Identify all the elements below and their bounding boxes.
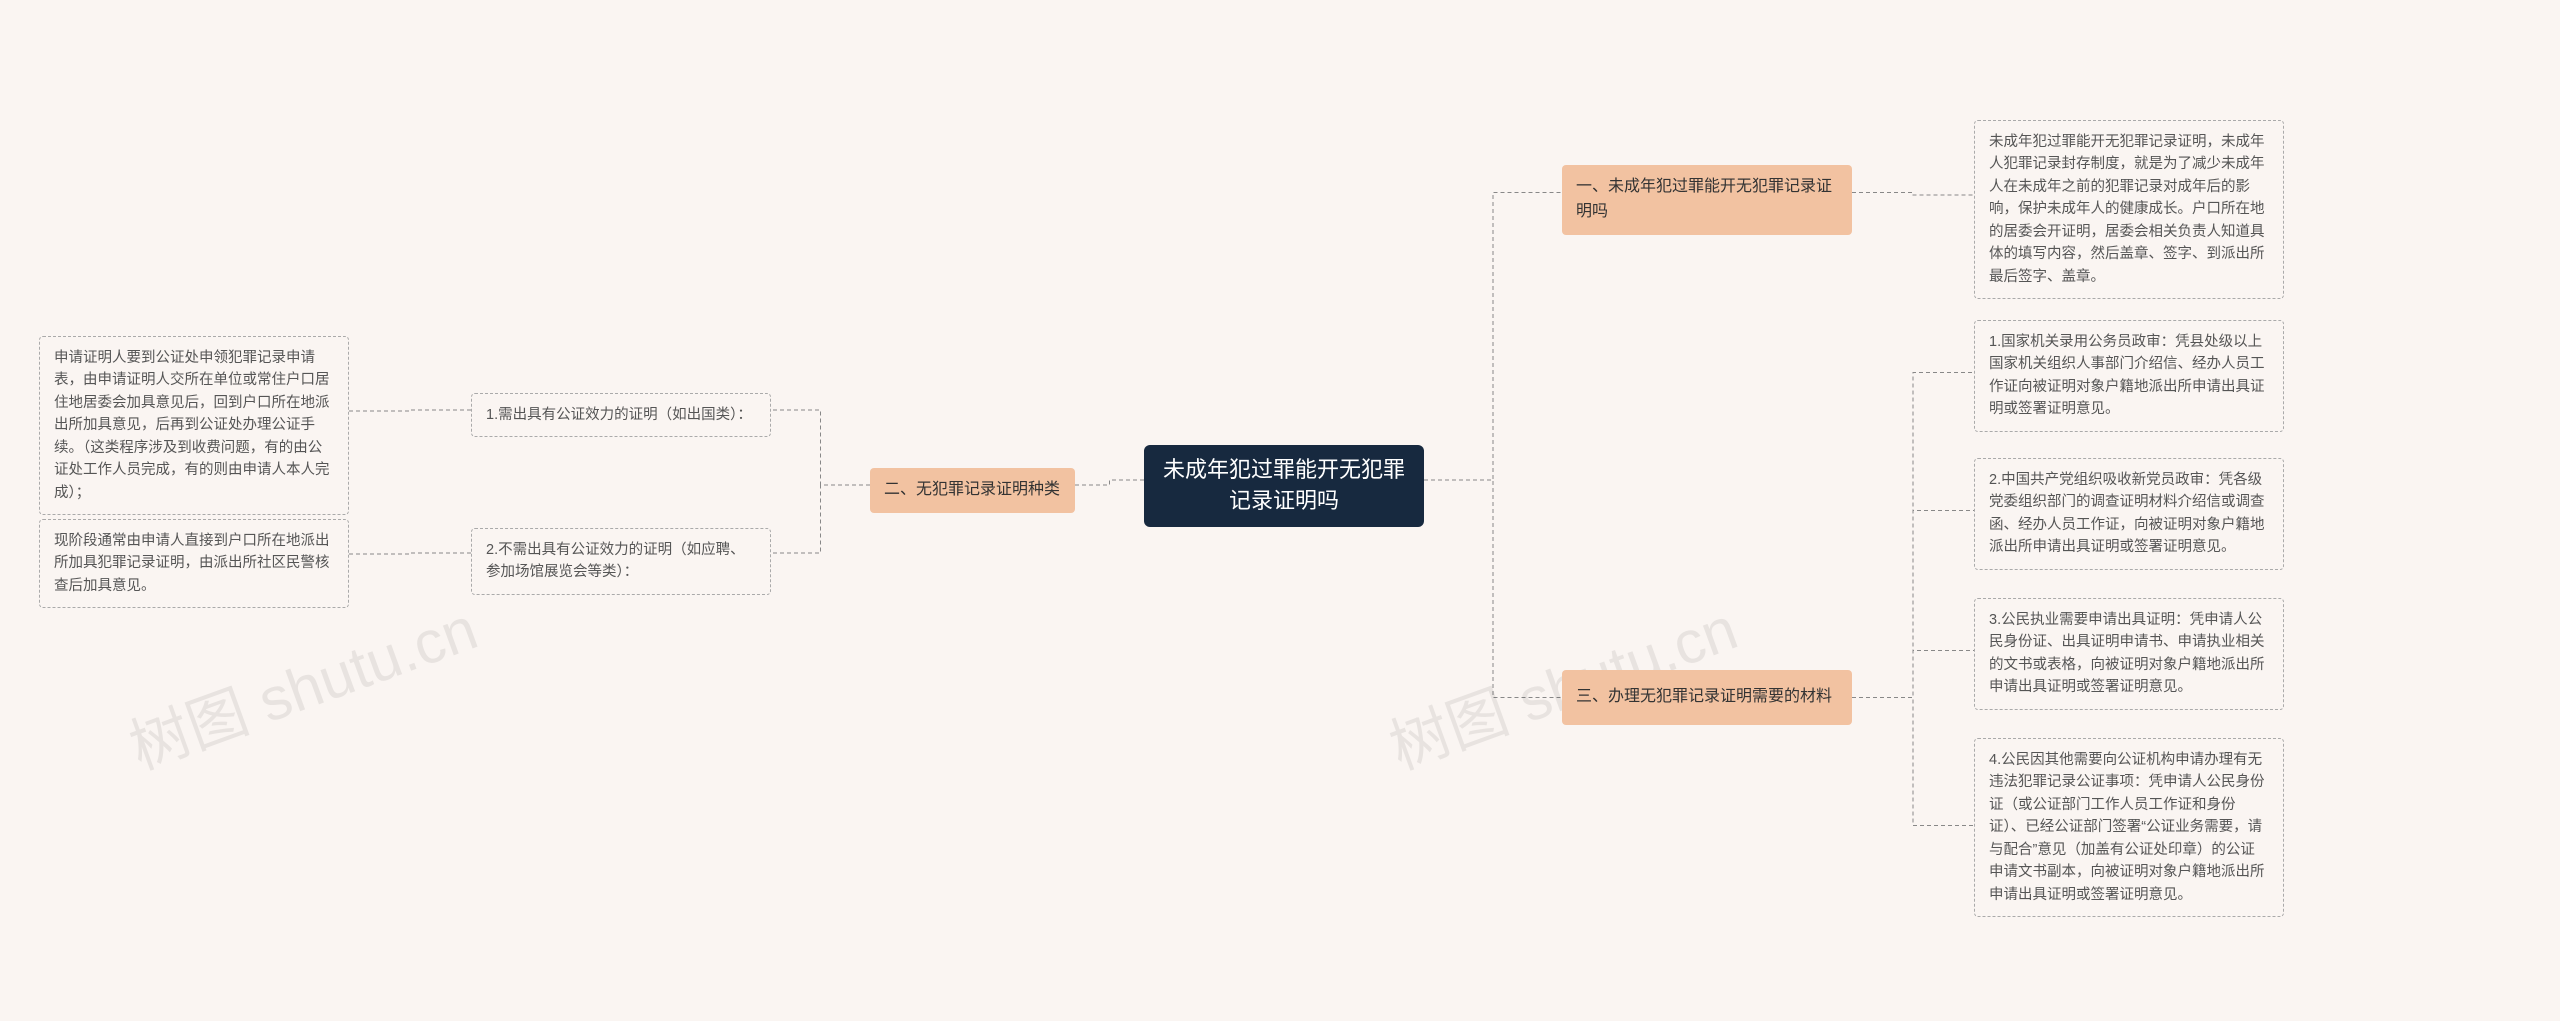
watermark-0: 树图 shutu.cn <box>116 580 487 786</box>
branch-b1: 一、未成年犯过罪能开无犯罪记录证明吗 <box>1562 165 1852 235</box>
leaf-b2l1c1: 申请证明人要到公证处申领犯罪记录申请表，由申请证明人交所在单位或常住户口居住地居… <box>39 336 349 515</box>
leaf-b2l2c1: 现阶段通常由申请人直接到户口所在地派出所加具犯罪记录证明，由派出所社区民警核查后… <box>39 519 349 608</box>
leaf-b3l4: 4.公民因其他需要向公证机构申请办理有无违法犯罪记录公证事项：凭申请人公民身份证… <box>1974 738 2284 917</box>
center-node: 未成年犯过罪能开无犯罪记录证明吗 <box>1144 445 1424 527</box>
leaf-b3l2: 2.中国共产党组织吸收新党员政审：凭各级党委组织部门的调查证明材料介绍信或调查函… <box>1974 458 2284 570</box>
leaf-b3l3: 3.公民执业需要申请出具证明：凭申请人公民身份证、出具证明申请书、申请执业相关的… <box>1974 598 2284 710</box>
leaf-b3l1: 1.国家机关录用公务员政审：凭县处级以上国家机关组织人事部门介绍信、经办人员工作… <box>1974 320 2284 432</box>
branch-b3: 三、办理无犯罪记录证明需要的材料 <box>1562 670 1852 725</box>
leaf-b2l2: 2.不需出具有公证效力的证明（如应聘、参加场馆展览会等类）： <box>471 528 771 595</box>
leaf-b2l1: 1.需出具有公证效力的证明（如出国类）： <box>471 393 771 437</box>
leaf-b1l1: 未成年犯过罪能开无犯罪记录证明，未成年人犯罪记录封存制度，就是为了减少未成年人在… <box>1974 120 2284 299</box>
branch-b2: 二、无犯罪记录证明种类 <box>870 468 1075 513</box>
